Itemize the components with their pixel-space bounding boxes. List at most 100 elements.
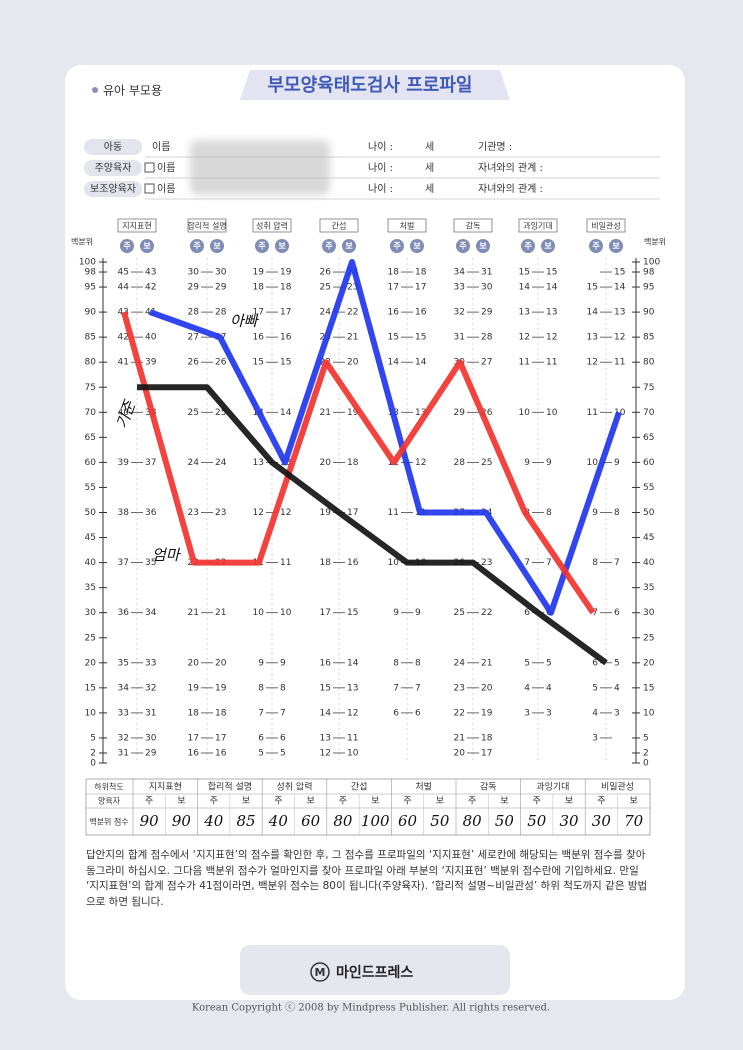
sub-badge: [140, 239, 154, 253]
scale-box: [387, 218, 427, 233]
table-sub: 주: [145, 796, 153, 807]
raw-score: 14: [614, 283, 626, 293]
raw-score: 7: [258, 708, 264, 718]
table-sub: 주: [533, 796, 541, 807]
y-tick-label: 2: [643, 748, 649, 758]
raw-score: 13: [253, 458, 264, 468]
table-scale: 처벌: [415, 781, 432, 793]
sub-label: 보: [612, 242, 620, 251]
raw-score: 8: [415, 658, 421, 668]
y-tick-label: 25: [643, 633, 654, 643]
raw-score: 15: [388, 333, 399, 343]
y-tick-label: 90: [85, 308, 97, 318]
raw-score: 14: [415, 358, 427, 368]
scale-name: 간섭: [332, 221, 347, 231]
raw-score: 29: [145, 748, 157, 758]
raw-score: 33: [118, 708, 129, 718]
y-axis-title: 백분위: [71, 237, 93, 247]
series-label: 아빠: [230, 312, 260, 330]
logo: [310, 962, 330, 982]
y-tick-label: 70: [85, 408, 97, 418]
raw-score: 7: [592, 608, 598, 618]
role-pill: [84, 181, 142, 197]
raw-score: 37: [118, 558, 129, 568]
raw-score: 12: [587, 358, 598, 368]
y-tick-label: 60: [85, 458, 97, 468]
raw-score: 28: [188, 308, 200, 318]
y-tick-label: 35: [85, 583, 96, 593]
raw-score: 20: [215, 658, 227, 668]
raw-score: 21: [454, 733, 465, 743]
sub-label: 주: [524, 242, 532, 251]
raw-score: 9: [592, 508, 598, 518]
scale-box: [586, 218, 626, 233]
score-entry: 50: [430, 812, 450, 830]
raw-score: 9: [524, 458, 530, 468]
raw-score: 13: [546, 308, 557, 318]
sub-label: 주: [193, 242, 201, 251]
raw-score: 5: [546, 658, 552, 668]
raw-score: 28: [481, 333, 493, 343]
field-label: 나이 :: [368, 141, 393, 153]
score-entry: 80: [333, 812, 353, 830]
raw-score: 24: [215, 458, 227, 468]
sub-label: 보: [213, 242, 221, 251]
sub-badge: [410, 239, 424, 253]
raw-score: 9: [546, 458, 552, 468]
table-scale: 감독: [480, 781, 497, 793]
raw-score: 10: [347, 748, 359, 758]
score-entry: 80: [463, 812, 483, 830]
raw-score: 13: [587, 333, 598, 343]
raw-score: 13: [614, 308, 625, 318]
raw-score: 34: [118, 683, 130, 693]
table-scale: 과잉기대: [536, 781, 569, 793]
table-sub: 주: [403, 796, 411, 807]
scale-name: 지지표현: [122, 222, 151, 231]
table-sub: 보: [630, 796, 638, 807]
y-tick-label: 98: [643, 268, 655, 278]
sub-badge: [255, 239, 269, 253]
raw-score: 14: [519, 283, 531, 293]
table-scale: 비일관성: [601, 782, 634, 793]
raw-score: 16: [388, 308, 400, 318]
raw-score: 25: [454, 608, 465, 618]
score-entry: 60: [301, 812, 321, 830]
checkbox: [144, 183, 155, 194]
raw-score: 12: [280, 508, 291, 518]
raw-score: 5: [280, 748, 286, 758]
copyright: Korean Copyright ⓒ 2008 by Mindpress Pub…: [192, 1002, 550, 1014]
raw-score: 11: [519, 358, 530, 368]
y-tick-label: 10: [85, 708, 97, 718]
raw-score: 18: [415, 268, 427, 278]
sub-badge: [190, 239, 204, 253]
table-sub: 보: [500, 796, 508, 807]
raw-score: 43: [145, 268, 156, 278]
raw-score: 7: [524, 558, 530, 568]
raw-score: 30: [145, 733, 157, 743]
scale-name: 감독: [466, 221, 481, 231]
table-sub: 주: [339, 796, 347, 807]
score-entry: 100: [361, 812, 390, 830]
raw-score: 12: [546, 333, 557, 343]
raw-score: 11: [546, 358, 557, 368]
raw-score: 25: [188, 408, 199, 418]
y-tick-label: 98: [85, 268, 97, 278]
y-axis-title: 백분위: [644, 237, 666, 247]
y-tick-label: 20: [643, 658, 655, 668]
raw-score: 10: [546, 408, 558, 418]
raw-score: 31: [118, 748, 129, 758]
y-tick-label: 80: [85, 358, 97, 368]
y-tick-label: 95: [643, 283, 654, 293]
footer-tab: [240, 945, 510, 995]
table-header: 양육자: [98, 797, 121, 806]
raw-score: 9: [258, 658, 264, 668]
raw-score: 16: [347, 558, 359, 568]
raw-score: 16: [253, 333, 265, 343]
raw-score: 44: [118, 283, 130, 293]
raw-score: 7: [614, 558, 620, 568]
raw-score: 8: [614, 508, 620, 518]
title-tab: [240, 70, 510, 100]
y-tick-label: 85: [643, 333, 654, 343]
raw-score: 14: [347, 658, 359, 668]
raw-score: 12: [320, 748, 331, 758]
